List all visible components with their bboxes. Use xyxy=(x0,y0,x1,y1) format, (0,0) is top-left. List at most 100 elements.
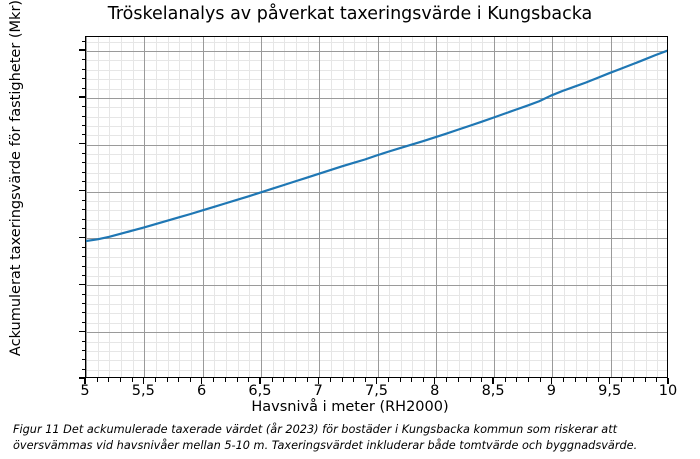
gridline-minor-vertical xyxy=(517,37,519,377)
gridline-minor-vertical xyxy=(167,37,169,377)
y-axis-tick-mark-minor xyxy=(81,274,85,276)
gridline-major-vertical xyxy=(494,37,496,377)
x-axis-tick-mark-minor xyxy=(458,378,460,382)
x-axis-tick-mark xyxy=(259,378,261,384)
gridline-minor-horizontal xyxy=(86,313,667,315)
x-axis-tick-mark xyxy=(550,378,553,384)
gridline-minor-horizontal xyxy=(86,88,667,90)
gridline-minor-vertical xyxy=(190,37,192,377)
x-axis-tick-mark-minor xyxy=(446,378,448,382)
x-axis-tick-mark xyxy=(609,378,611,384)
x-axis-tick-mark xyxy=(142,378,144,384)
gridline-minor-vertical xyxy=(564,37,566,377)
gridline-minor-horizontal xyxy=(86,41,667,43)
gridline-major-horizontal xyxy=(86,97,667,99)
x-axis-tick-mark-minor xyxy=(178,378,180,382)
y-axis-tick-mark-minor xyxy=(81,134,85,136)
gridline-minor-vertical xyxy=(529,37,531,377)
x-axis-tick-mark-minor xyxy=(598,378,600,382)
x-axis-tick-label: 8,5 xyxy=(481,383,505,399)
y-axis-tick-mark-minor xyxy=(81,153,85,155)
x-axis-tick-mark-minor xyxy=(644,378,646,382)
plot-area xyxy=(85,36,668,378)
x-axis-tick-mark-minor xyxy=(574,378,576,382)
gridline-major-horizontal xyxy=(86,332,667,334)
gridline-major-vertical xyxy=(144,37,146,377)
gridline-minor-vertical xyxy=(505,37,507,377)
gridline-minor-horizontal xyxy=(86,60,667,62)
gridline-minor-vertical xyxy=(342,37,344,377)
y-axis-tick-mark-minor xyxy=(81,256,85,258)
x-axis-tick-mark xyxy=(492,378,494,384)
x-axis-tick-mark-minor xyxy=(516,378,518,382)
x-axis-tick-mark-minor xyxy=(224,378,226,382)
x-axis-tick-mark-minor xyxy=(306,378,308,382)
y-axis-tick-mark-minor xyxy=(81,359,85,361)
x-axis-tick-label: 10 xyxy=(658,383,678,399)
gridline-major-horizontal xyxy=(86,285,667,287)
gridline-minor-vertical xyxy=(412,37,414,377)
gridline-minor-vertical xyxy=(97,37,99,377)
y-axis-tick-mark xyxy=(79,283,85,285)
gridline-minor-vertical xyxy=(599,37,601,377)
x-axis-tick-mark-minor xyxy=(108,378,110,382)
gridline-minor-vertical xyxy=(272,37,274,377)
chart-title: Tröskelanalys av påverkat taxeringsvärde… xyxy=(107,4,593,24)
gridline-minor-horizontal xyxy=(86,69,667,71)
gridline-major-vertical xyxy=(319,37,321,377)
gridline-major-vertical xyxy=(260,37,262,377)
x-axis-tick-mark-minor xyxy=(528,378,530,382)
x-axis-tick-mark-minor xyxy=(481,378,483,382)
y-axis-tick-mark-minor xyxy=(81,265,85,267)
gridline-minor-vertical xyxy=(389,37,391,377)
x-axis-tick-label: 7,5 xyxy=(364,383,389,399)
x-axis-tick-mark-minor xyxy=(96,378,98,382)
x-axis-tick-mark-minor xyxy=(236,378,238,382)
gridline-minor-vertical xyxy=(155,37,157,377)
x-axis-tick-mark-minor xyxy=(213,378,215,382)
gridline-minor-vertical xyxy=(284,37,286,377)
y-axis-tick-mark-minor xyxy=(81,115,85,117)
x-axis-tick-mark xyxy=(434,378,436,384)
gridline-minor-vertical xyxy=(179,37,181,377)
x-axis-tick-mark-minor xyxy=(633,378,635,382)
gridline-minor-vertical xyxy=(132,37,134,377)
y-axis-tick-mark-minor xyxy=(81,78,85,80)
x-axis-tick-mark-minor xyxy=(329,378,331,382)
y-axis-tick-mark-minor xyxy=(81,59,85,61)
x-axis-tick-mark-minor xyxy=(364,378,366,382)
x-axis-tick-mark-minor xyxy=(283,378,285,382)
y-axis-tick-mark-minor xyxy=(81,209,85,211)
x-axis-tick-mark xyxy=(84,378,86,384)
gridline-minor-horizontal xyxy=(86,116,667,118)
x-axis-tick-mark-minor xyxy=(353,378,355,382)
data-series-line xyxy=(86,49,667,243)
y-axis-tick-mark-minor xyxy=(81,68,85,70)
x-axis-tick-label: 9 xyxy=(546,383,556,399)
gridline-minor-vertical xyxy=(424,37,426,377)
x-axis-tick-mark-minor xyxy=(294,378,296,382)
x-axis-tick-mark-minor xyxy=(131,378,133,382)
gridline-major-horizontal xyxy=(86,51,667,53)
x-axis-tick-mark-minor xyxy=(504,378,506,382)
x-axis-tick-mark-minor xyxy=(248,378,250,382)
x-axis-tick-mark-minor xyxy=(154,378,156,382)
x-axis-tick-mark-minor xyxy=(399,378,401,382)
y-axis-tick-mark-minor xyxy=(81,106,85,108)
x-axis-tick-mark-minor xyxy=(189,378,191,382)
gridline-major-vertical xyxy=(86,37,87,377)
gridline-minor-vertical xyxy=(459,37,461,377)
x-axis-tick-mark-minor xyxy=(411,378,413,382)
x-axis-tick-mark xyxy=(375,378,378,384)
y-axis-tick-mark-minor xyxy=(81,303,85,305)
gridline-minor-vertical xyxy=(575,37,577,377)
x-axis-tick-label: 5,5 xyxy=(131,383,155,399)
x-axis-tick-mark xyxy=(317,378,319,384)
gridline-minor-vertical xyxy=(225,37,227,377)
y-axis-tick-mark xyxy=(79,143,85,145)
gridline-minor-vertical xyxy=(237,37,239,377)
y-axis-tick-mark-minor xyxy=(81,125,85,126)
figure-caption: Figur 11 Det ackumulerade taxerade värde… xyxy=(13,423,638,453)
gridline-minor-horizontal xyxy=(86,163,667,165)
